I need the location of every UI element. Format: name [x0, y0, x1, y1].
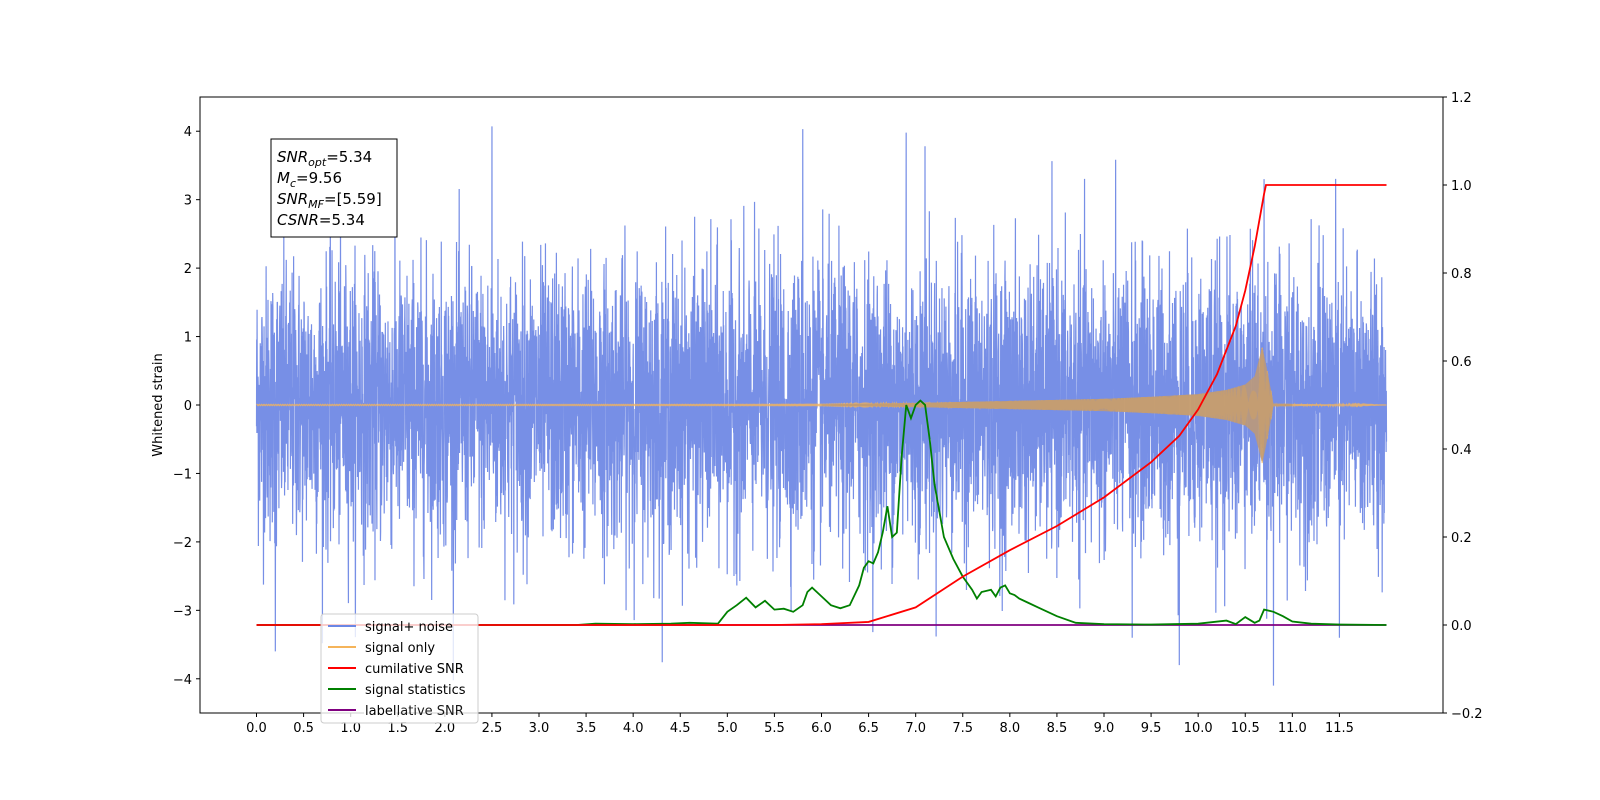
y-left-tick-label: −3 — [173, 604, 192, 619]
x-tick-label: 3.0 — [529, 721, 550, 736]
x-axis-ticks: 0.0 0.5 1.0 1.5 2.0 2.5 3.0 3.5 4.0 4.5 5.0 5.5 6.0 6… — [246, 713, 1354, 736]
y-right-tick-label: 0.8 — [1451, 267, 1472, 282]
info-box-subscript: MF — [308, 198, 324, 211]
x-tick-label: 3.5 — [576, 721, 597, 736]
info-box-symbol: CSNR — [277, 211, 319, 229]
legend: signal+ noise signal only cumilative SNR si… — [320, 613, 479, 724]
y-left-tick-label: −1 — [173, 467, 192, 482]
series-signal-statistics-line — [256, 399, 1387, 626]
legend-frame — [320, 613, 479, 724]
info-box-symbol: SNR — [277, 148, 308, 166]
x-tick-label: 0.0 — [246, 721, 267, 736]
info-box-value: =5.34 — [319, 211, 365, 229]
y-right-tick-label: 1.2 — [1451, 91, 1472, 106]
info-box-subscript: c — [290, 177, 296, 190]
y-right-tick-label: 0.2 — [1451, 531, 1472, 546]
x-tick-label: 9.0 — [1094, 721, 1115, 736]
x-tick-label: 0.5 — [293, 721, 314, 736]
info-box-value: =9.56 — [296, 169, 342, 187]
y-right-tick-label: 0.6 — [1451, 355, 1472, 370]
y-left-tick-label: 3 — [184, 194, 192, 209]
x-tick-label: 7.5 — [952, 721, 973, 736]
info-box-line: CSNR=5.34 — [277, 211, 365, 229]
y-left-tick-label: 1 — [184, 331, 192, 346]
right-y-axis-ticks: −0.2 0.0 0.2 0.4 0.6 0.8 1.0 1.2 — [1443, 91, 1483, 722]
x-tick-label: 5.5 — [764, 721, 785, 736]
x-tick-label: 4.5 — [670, 721, 691, 736]
legend-entry-label: signal only — [365, 641, 435, 656]
x-tick-label: 7.0 — [905, 721, 926, 736]
y-right-tick-label: 0.4 — [1451, 443, 1472, 458]
x-tick-label: 11.5 — [1325, 721, 1354, 736]
series-layer — [255, 126, 1388, 686]
x-tick-label: 8.0 — [999, 721, 1020, 736]
y-right-tick-label: −0.2 — [1451, 707, 1483, 722]
legend-entry-label-overlay: label — [365, 704, 396, 719]
x-tick-label: 11.0 — [1278, 721, 1307, 736]
y-left-tick-label: 2 — [184, 262, 192, 277]
y-left-tick-label: 0 — [184, 399, 192, 414]
x-tick-label: 1.5 — [387, 721, 408, 736]
x-tick-label: 2.5 — [482, 721, 503, 736]
info-box-frame — [270, 138, 398, 238]
y-left-tick-label: 4 — [184, 125, 192, 140]
info-box-symbol: M — [277, 169, 290, 187]
x-tick-label: 10.0 — [1184, 721, 1213, 736]
info-box-value: =[5.59] — [324, 190, 382, 208]
info-box-symbol: SNR — [277, 190, 308, 208]
x-tick-label: 10.5 — [1231, 721, 1260, 736]
legend-entry-label: signal+ noise — [365, 620, 453, 635]
y-right-tick-label: 1.0 — [1451, 179, 1472, 194]
info-box-value: =5.34 — [326, 148, 372, 166]
x-tick-label: 6.5 — [858, 721, 879, 736]
y-left-tick-label: −2 — [173, 536, 192, 551]
y-right-tick-label: 0.0 — [1451, 619, 1472, 634]
x-tick-label: 1.0 — [340, 721, 361, 736]
x-tick-label: 5.0 — [717, 721, 738, 736]
x-tick-label: 8.5 — [1047, 721, 1068, 736]
legend-entry-label: signal statistics — [365, 683, 466, 698]
info-box-subscript: opt — [308, 156, 327, 169]
legend-entry-label: cumilative SNR — [365, 662, 464, 677]
x-tick-label: 4.0 — [623, 721, 644, 736]
series-signal-only-envelope — [821, 348, 1293, 462]
legend-label-mask — [364, 703, 397, 720]
left-y-axis-ticks: −4 −3 −2 −1 0 1 2 3 4 — [173, 125, 200, 688]
left-y-axis-title: Whitened strain — [151, 353, 166, 456]
x-tick-label: 6.0 — [811, 721, 832, 736]
y-left-tick-label: −4 — [173, 673, 192, 688]
x-tick-label: 2.0 — [434, 721, 455, 736]
info-box-line: SNRopt=5.34 — [277, 148, 372, 169]
x-tick-label: 9.5 — [1141, 721, 1162, 736]
series-cumulative-snr-line — [256, 184, 1387, 626]
info-box-line: SNRMF=[5.59] — [277, 190, 382, 211]
info-box-line: Mc=9.56 — [277, 169, 342, 190]
